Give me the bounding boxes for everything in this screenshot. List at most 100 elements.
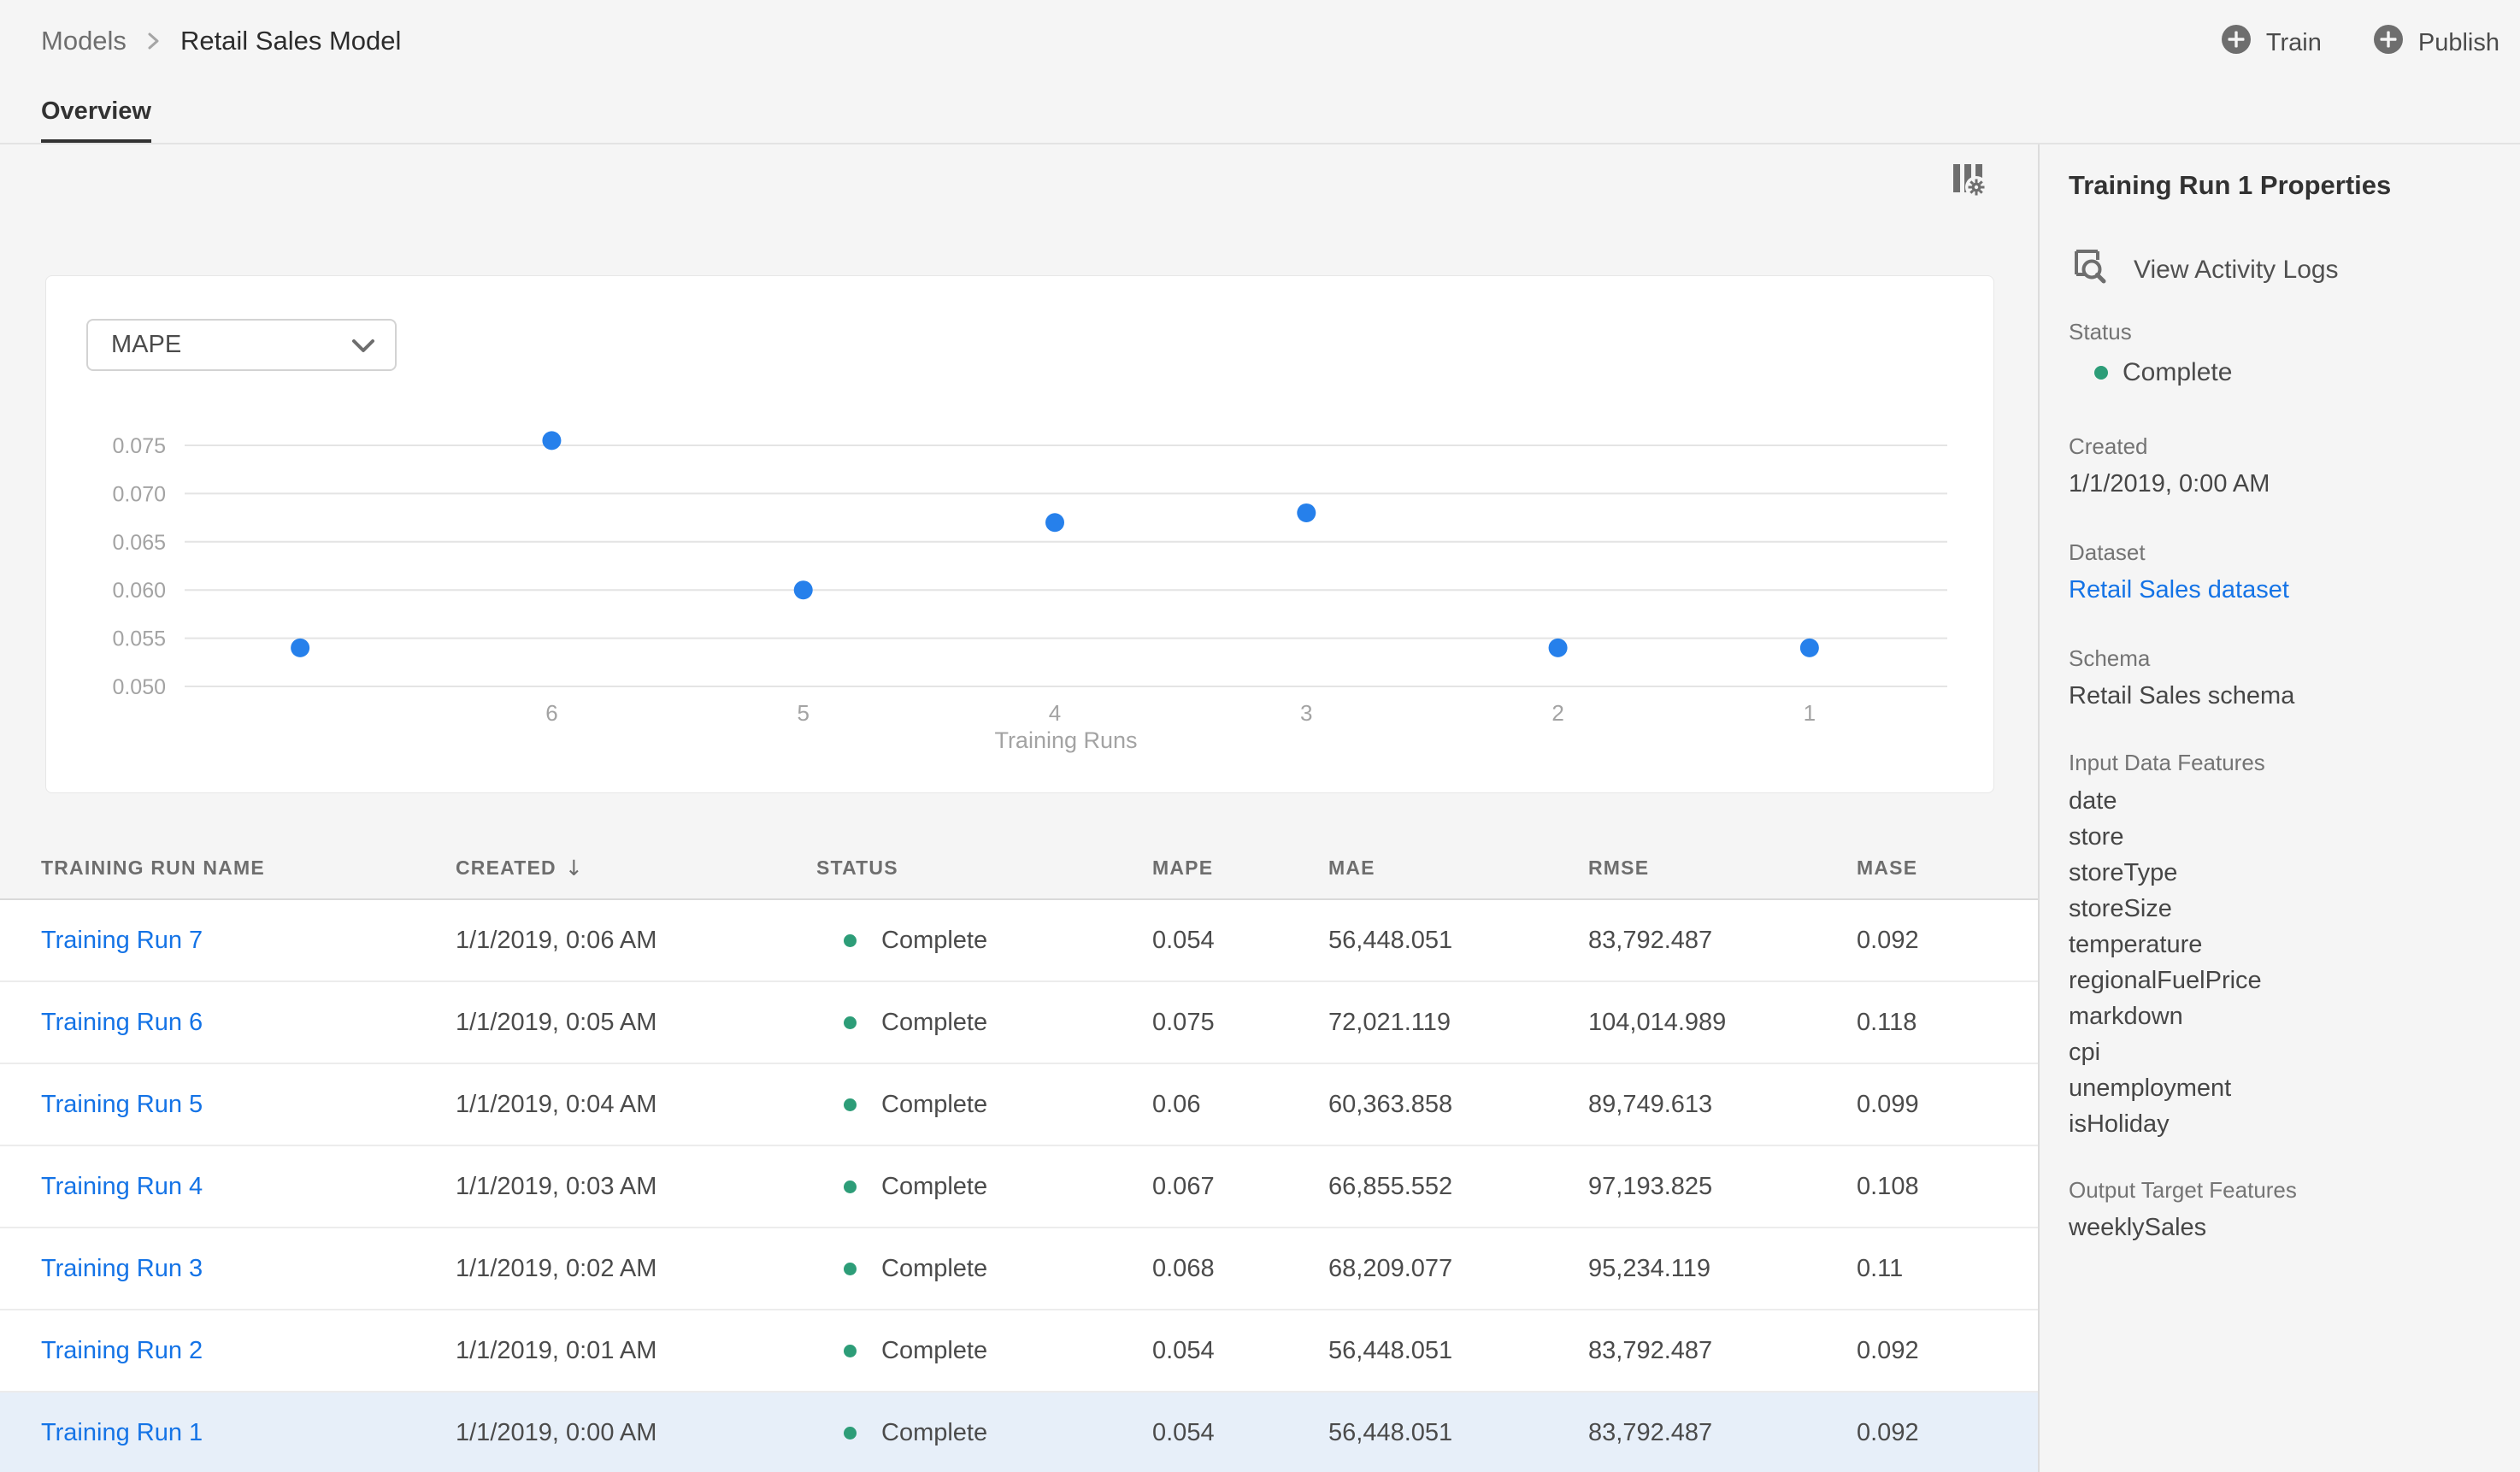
chart-point[interactable] (1045, 513, 1064, 533)
status-text: Complete (881, 1254, 988, 1282)
rmse-cell: 83,792.487 (1588, 1336, 1713, 1364)
status-value: Complete (2123, 358, 2233, 386)
status-dot (844, 1180, 857, 1193)
status-cell: Complete (816, 1419, 1152, 1447)
train-button[interactable]: Train (2221, 24, 2322, 62)
chart-point[interactable] (1799, 638, 1819, 657)
column-header-status[interactable]: STATUS (816, 857, 898, 879)
table-row[interactable]: Training Run 6 1/1/2019, 0:05 AM Complete 0… (0, 982, 2040, 1064)
status-text: Complete (881, 1172, 988, 1200)
training-run-link[interactable]: Training Run 5 (41, 1090, 203, 1118)
column-header-name[interactable]: TRAINING RUN NAME (41, 857, 265, 879)
view-activity-logs-label: View Activity Logs (2134, 256, 2339, 284)
created-value: 1/1/2019, 0:00 AM (2069, 470, 2270, 498)
sort-descending-icon: ↓ (564, 856, 585, 880)
table-row[interactable]: Training Run 7 1/1/2019, 0:06 AM Complete 0… (0, 900, 2040, 982)
status-text: Complete (881, 1336, 988, 1364)
mape-cell: 0.054 (1152, 1336, 1215, 1364)
tab-overview[interactable]: Overview (41, 97, 151, 144)
training-run-link[interactable]: Training Run 7 (41, 926, 203, 954)
mase-cell: 0.092 (1857, 926, 1919, 954)
metric-select-dropdown[interactable]: MAPE (86, 319, 397, 371)
dataset-label: Dataset (2069, 539, 2146, 565)
column-header-mae[interactable]: MAE (1328, 857, 1375, 879)
dataset-link[interactable]: Retail Sales dataset (2069, 576, 2289, 604)
input-feature-item: temperature (2069, 931, 2203, 958)
status-dot (2094, 366, 2108, 380)
status-dot (844, 1098, 857, 1111)
status-dot (844, 933, 857, 947)
created-cell: 1/1/2019, 0:05 AM (456, 1008, 657, 1036)
mape-cell: 0.054 (1152, 926, 1215, 954)
rmse-cell: 89,749.613 (1588, 1090, 1713, 1118)
status-label: Status (2069, 319, 2132, 344)
chart-point[interactable] (793, 580, 813, 600)
rmse-cell: 95,234.119 (1588, 1254, 1710, 1282)
rmse-cell: 83,792.487 (1588, 1418, 1713, 1446)
column-settings-button[interactable] (1947, 159, 1992, 203)
training-run-link[interactable]: Training Run 4 (41, 1172, 203, 1200)
mae-cell: 56,448.051 (1328, 1418, 1453, 1446)
metric-select-value: MAPE (111, 331, 182, 358)
mase-cell: 0.108 (1857, 1172, 1919, 1200)
column-header-rmse[interactable]: RMSE (1588, 857, 1650, 879)
training-run-link[interactable]: Training Run 2 (41, 1336, 203, 1364)
mape-cell: 0.054 (1152, 1418, 1215, 1446)
table-row[interactable]: Training Run 2 1/1/2019, 0:01 AM Complete 0… (0, 1310, 2040, 1393)
column-header-mase[interactable]: MASE (1857, 857, 1918, 879)
table-row[interactable]: Training Run 4 1/1/2019, 0:03 AM Complete 0… (0, 1146, 2040, 1228)
table-row[interactable]: Training Run 1 1/1/2019, 0:00 AM Complete 0… (0, 1393, 2040, 1472)
chart-x-tick-label: 3 (1300, 700, 1312, 726)
training-runs-table: TRAINING RUN NAME CREATED ↓ STATUS MAPE … (0, 838, 2040, 1472)
page-title: Retail Sales Model (180, 26, 402, 56)
chart-point[interactable] (1548, 638, 1568, 657)
status-dot (844, 1262, 857, 1275)
rmse-cell: 104,014.989 (1588, 1008, 1727, 1036)
chart-point[interactable] (1297, 503, 1316, 522)
output-features-label: Output Target Features (2069, 1177, 2297, 1203)
top-actions: Train Publish (2221, 24, 2499, 62)
schema-label: Schema (2069, 645, 2151, 671)
input-feature-item: storeType (2069, 859, 2178, 886)
properties-panel: Training Run 1 Properties View Activity … (2038, 144, 2520, 1472)
table-row[interactable]: Training Run 3 1/1/2019, 0:02 AM Complete 0… (0, 1228, 2040, 1310)
created-label: Created (2069, 433, 2148, 459)
chart-y-tick-label: 0.065 (112, 531, 166, 555)
status-cell: Complete (816, 1009, 1152, 1037)
status-cell: Complete (816, 1255, 1152, 1283)
chart-y-tick-label: 0.055 (112, 627, 166, 651)
rmse-cell: 83,792.487 (1588, 926, 1713, 954)
status-text: Complete (881, 1090, 988, 1118)
status-cell: Complete (816, 927, 1152, 955)
publish-button[interactable]: Publish (2373, 24, 2499, 62)
created-cell: 1/1/2019, 0:04 AM (456, 1090, 657, 1118)
mape-cell: 0.068 (1152, 1254, 1215, 1282)
training-run-link[interactable]: Training Run 3 (41, 1254, 203, 1282)
table-header-row: TRAINING RUN NAME CREATED ↓ STATUS MAPE … (0, 838, 2040, 900)
input-feature-item: markdown (2069, 1003, 2183, 1030)
input-feature-item: regionalFuelPrice (2069, 967, 2262, 994)
chart-point[interactable] (291, 638, 310, 657)
plus-circle-icon (2373, 24, 2404, 62)
breadcrumb: Models Retail Sales Model (41, 26, 401, 56)
mase-cell: 0.092 (1857, 1336, 1919, 1364)
mape-cell: 0.06 (1152, 1090, 1201, 1118)
column-header-created[interactable]: CREATED ↓ (456, 856, 585, 880)
chart-y-tick-label: 0.050 (112, 675, 166, 699)
view-activity-logs-button[interactable]: View Activity Logs (2069, 247, 2339, 293)
chart-point[interactable] (542, 431, 562, 450)
created-cell: 1/1/2019, 0:03 AM (456, 1172, 657, 1200)
training-run-link[interactable]: Training Run 1 (41, 1418, 203, 1446)
status-value-row: Complete (2094, 358, 2232, 387)
table-row[interactable]: Training Run 5 1/1/2019, 0:04 AM Complete 0… (0, 1064, 2040, 1146)
plus-circle-icon (2221, 24, 2252, 62)
chevron-right-icon (147, 31, 160, 51)
created-cell: 1/1/2019, 0:01 AM (456, 1336, 657, 1364)
training-run-link[interactable]: Training Run 6 (41, 1008, 203, 1036)
column-header-mape[interactable]: MAPE (1152, 857, 1214, 879)
mae-cell: 60,363.858 (1328, 1090, 1453, 1118)
status-text: Complete (881, 1418, 988, 1446)
chart-x-tick-label: 6 (545, 700, 557, 726)
breadcrumb-models-link[interactable]: Models (41, 26, 127, 56)
input-feature-item: isHoliday (2069, 1110, 2170, 1138)
